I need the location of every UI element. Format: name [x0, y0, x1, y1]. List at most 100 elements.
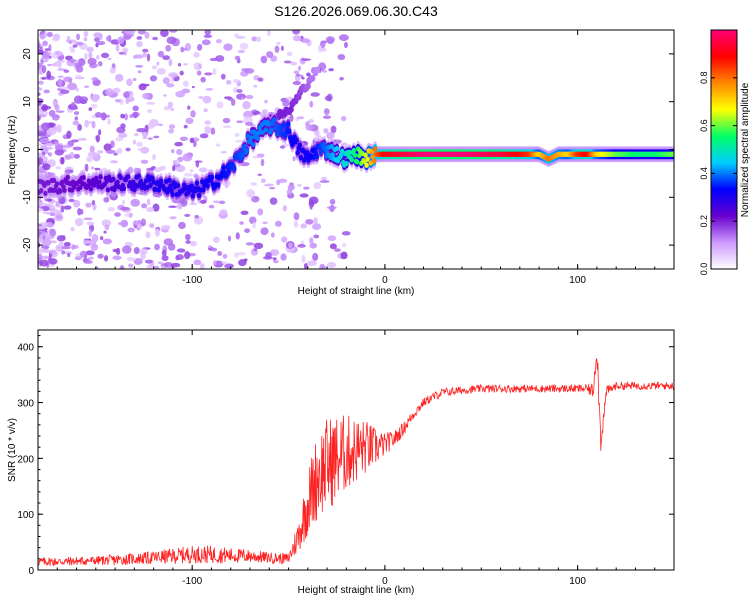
- noise-blob: [140, 218, 147, 227]
- y-tick-label: -10: [22, 190, 33, 205]
- ridge-core: [372, 146, 378, 152]
- noise-blob: [38, 165, 42, 173]
- noise-blob: [68, 40, 72, 44]
- noise-blob: [289, 113, 294, 122]
- ridge-core: [242, 144, 247, 150]
- noise-blob: [309, 203, 313, 210]
- noise-blob: [91, 233, 99, 243]
- noise-blob: [42, 163, 51, 171]
- noise-blob: [343, 41, 348, 49]
- noise-blob: [212, 236, 220, 244]
- ridge-core: [370, 154, 376, 160]
- noise-blob: [115, 73, 124, 82]
- noise-blob: [52, 61, 62, 67]
- ridge-core: [352, 152, 358, 158]
- noise-blob: [213, 260, 217, 266]
- noise-blob: [94, 37, 100, 43]
- noise-blob: [236, 120, 244, 124]
- noise-blob: [187, 105, 191, 110]
- noise-blob: [103, 255, 109, 262]
- ridge-core: [347, 149, 352, 155]
- ridge-core: [670, 151, 674, 157]
- noise-blob: [97, 150, 104, 154]
- ridge-core: [170, 191, 175, 197]
- noise-blob: [137, 30, 146, 35]
- noise-blob: [117, 36, 125, 45]
- ridge-core: [194, 180, 200, 186]
- noise-blob: [130, 198, 140, 207]
- noise-blob: [260, 227, 269, 235]
- noise-blob: [168, 58, 173, 67]
- noise-blob: [272, 257, 277, 261]
- noise-blob: [309, 242, 317, 249]
- noise-blob: [199, 133, 209, 139]
- noise-blob: [55, 110, 65, 113]
- noise-blob: [115, 44, 120, 52]
- ridge-core: [54, 181, 60, 187]
- noise-blob: [257, 77, 264, 82]
- noise-blob: [99, 235, 104, 241]
- noise-blob: [163, 261, 174, 268]
- ridge-core: [138, 178, 144, 184]
- noise-blob: [282, 99, 290, 108]
- noise-blob: [179, 70, 184, 76]
- noise-blob: [256, 36, 261, 42]
- noise-blob: [224, 96, 232, 100]
- noise-blob: [78, 58, 86, 67]
- noise-blob: [204, 72, 213, 76]
- noise-blob: [185, 117, 194, 125]
- spectrogram-plot: [38, 30, 674, 269]
- noise-blob: [253, 242, 264, 250]
- noise-blob: [140, 159, 149, 164]
- noise-blob: [264, 183, 274, 187]
- noise-blob: [103, 143, 112, 152]
- noise-blob: [203, 108, 208, 113]
- noise-blob: [316, 134, 322, 139]
- noise-blob: [197, 43, 203, 51]
- noise-blob: [280, 45, 284, 51]
- noise-blob: [39, 33, 45, 40]
- noise-blob: [337, 54, 346, 61]
- noise-blob: [329, 198, 336, 205]
- y-tick-label: -20: [22, 237, 33, 252]
- ridge-core: [362, 158, 367, 165]
- noise-blob: [77, 137, 87, 141]
- noise-blob: [117, 221, 126, 226]
- spectrogram-y-label: Frequency (Hz): [7, 116, 18, 185]
- noise-blob: [298, 65, 302, 71]
- noise-blob: [58, 241, 64, 248]
- noise-blob: [63, 76, 73, 83]
- noise-blob: [177, 202, 183, 210]
- noise-blob: [292, 30, 301, 35]
- snr-line: [38, 358, 674, 568]
- noise-blob: [200, 76, 206, 83]
- noise-blob: [103, 196, 110, 203]
- noise-blob: [185, 240, 191, 244]
- noise-blob: [244, 228, 251, 233]
- noise-blob: [41, 105, 48, 112]
- noise-blob: [257, 208, 264, 216]
- noise-blob: [136, 128, 147, 133]
- noise-blob: [84, 242, 91, 246]
- noise-blob: [72, 146, 83, 151]
- noise-blob: [46, 146, 53, 150]
- noise-blob: [61, 245, 71, 250]
- noise-blob: [300, 38, 310, 44]
- noise-blob: [281, 236, 288, 243]
- noise-blob: [75, 65, 84, 73]
- spectrogram-ridge: [38, 111, 674, 204]
- spectrogram-y-axis: -20 -10 0 10 20: [22, 48, 674, 252]
- noise-blob: [301, 77, 305, 80]
- noise-blob: [107, 57, 112, 61]
- noise-blob: [38, 208, 44, 212]
- noise-blob: [157, 50, 165, 58]
- noise-blob: [142, 48, 149, 53]
- noise-blob: [195, 160, 200, 168]
- ridge-core: [224, 172, 229, 178]
- ridge-core: [365, 156, 370, 162]
- noise-blob: [168, 72, 179, 78]
- noise-blob: [91, 120, 96, 129]
- x-tick-label: 100: [569, 576, 586, 587]
- noise-blob: [75, 87, 80, 92]
- noise-blob: [235, 232, 240, 240]
